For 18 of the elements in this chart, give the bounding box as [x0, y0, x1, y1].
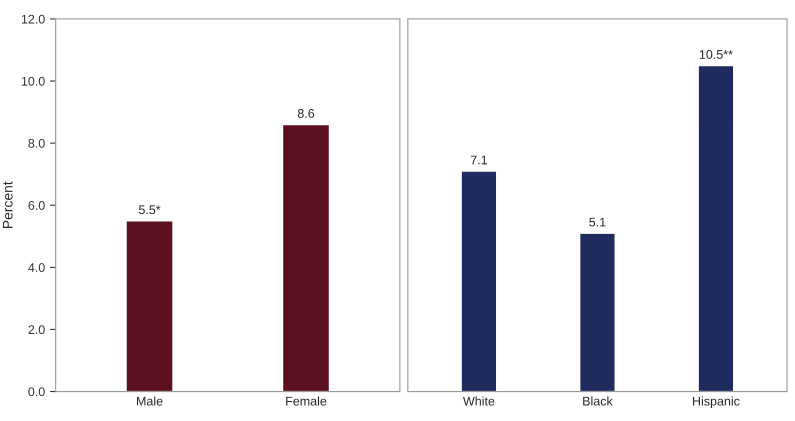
data-label: 10.5**	[700, 50, 733, 59]
y-tick-label: 10.0	[22, 76, 45, 86]
y-tick-label: 12.0	[22, 14, 45, 24]
data-label: 5.5*	[138, 205, 160, 214]
y-tick-label: 2.0	[28, 325, 45, 334]
y-tick-label: 4.0	[28, 263, 45, 272]
x-tick-label: Female	[286, 396, 326, 406]
y-axis-title: Percent	[2, 181, 13, 228]
x-tick-label: White	[463, 396, 494, 406]
data-label: 5.1	[589, 218, 606, 227]
y-tick-label: 0.0	[28, 387, 45, 396]
y-tick-label: 8.0	[28, 138, 45, 148]
x-tick-label: Hispanic	[693, 396, 740, 408]
data-label: 7.1	[470, 156, 488, 164]
x-tick-label: Black	[583, 396, 613, 406]
y-tick-label: 6.0	[28, 201, 45, 210]
x-tick-label: Male	[137, 396, 163, 406]
data-label: 8.6	[298, 109, 314, 118]
